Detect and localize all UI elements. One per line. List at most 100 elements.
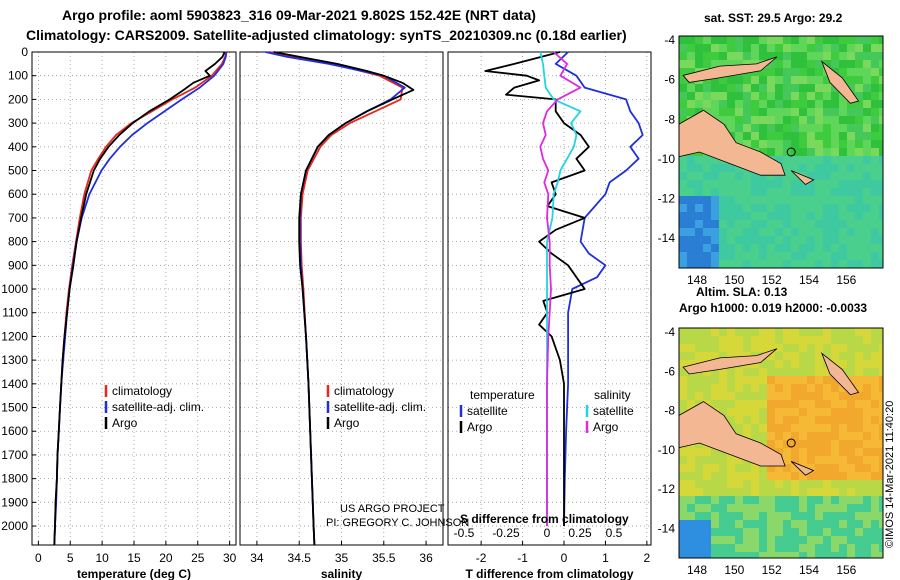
map-cell	[871, 36, 879, 44]
map-cell	[815, 328, 823, 336]
map-cell	[727, 408, 735, 416]
map-cell	[695, 448, 703, 456]
map-cell	[799, 220, 807, 228]
map-cell	[735, 376, 743, 384]
map-cell	[847, 448, 855, 456]
map-cell	[759, 36, 767, 44]
map-cell	[775, 424, 783, 432]
map-cell	[863, 236, 871, 244]
map-cell	[735, 60, 743, 68]
map-cell	[687, 204, 695, 212]
map-cell	[679, 164, 687, 172]
map-cell	[687, 392, 695, 400]
x-tick-label: 15	[127, 551, 141, 565]
map-cell	[799, 440, 807, 448]
map-cell	[807, 504, 815, 512]
map-cell	[815, 488, 823, 496]
map-cell	[727, 220, 735, 228]
map-cell	[831, 416, 839, 424]
map-cell	[783, 432, 791, 440]
map-cell	[751, 488, 759, 496]
map-cell	[783, 44, 791, 52]
map-cell	[759, 260, 767, 268]
map-cell	[879, 544, 883, 552]
map-cell	[783, 400, 791, 408]
map-cell	[855, 368, 863, 376]
map-cell	[847, 60, 855, 68]
x-tick-label: 5	[67, 551, 74, 565]
map-cell	[879, 196, 883, 204]
map-cell	[807, 188, 815, 196]
map-cell	[679, 528, 687, 536]
map-cell	[783, 140, 791, 148]
map-cell	[871, 132, 879, 140]
map-cell	[847, 52, 855, 60]
map-cell	[679, 496, 687, 504]
map-cell	[879, 236, 883, 244]
map-cell	[799, 76, 807, 84]
map-cell	[719, 544, 727, 552]
map-cell	[695, 92, 703, 100]
map-cell	[839, 172, 847, 180]
map-cell	[711, 100, 719, 108]
map-cell	[799, 196, 807, 204]
map-cell	[807, 440, 815, 448]
map-cell	[831, 472, 839, 480]
map-cell	[807, 352, 815, 360]
map-cell	[871, 228, 879, 236]
map-cell	[847, 36, 855, 44]
map-cell	[767, 368, 775, 376]
map-cell	[855, 328, 863, 336]
map-cell	[863, 252, 871, 260]
map-cell	[799, 180, 807, 188]
map-cell	[687, 520, 695, 528]
map-cell	[759, 392, 767, 400]
map-cell	[703, 180, 711, 188]
map-cell	[687, 384, 695, 392]
map-cell	[831, 132, 839, 140]
lon-tick-label: 150	[724, 273, 744, 287]
x-axis-label: T difference from climatology	[465, 567, 633, 580]
map-cell	[855, 464, 863, 472]
map-cell	[815, 116, 823, 124]
map-cell	[879, 76, 883, 84]
map-cell	[831, 172, 839, 180]
map-cell	[831, 156, 839, 164]
map-cell	[695, 260, 703, 268]
map-cell	[823, 536, 831, 544]
map-cell	[871, 400, 879, 408]
y-tick-label: 500	[8, 164, 28, 178]
map-cell	[743, 384, 751, 392]
map-cell	[775, 328, 783, 336]
map-cell	[799, 84, 807, 92]
argo-location-marker	[786, 438, 796, 448]
map-cell	[839, 148, 847, 156]
map-cell	[791, 76, 799, 84]
map-cell	[871, 100, 879, 108]
map-cell	[711, 512, 719, 520]
map-cell	[711, 196, 719, 204]
map-cell	[847, 480, 855, 488]
map-cell	[831, 252, 839, 260]
map-cell	[759, 76, 767, 84]
map-cell	[743, 36, 751, 44]
map-cell	[735, 52, 743, 60]
map-cell	[759, 212, 767, 220]
map-cell	[871, 92, 879, 100]
map-cell	[831, 228, 839, 236]
map-cell	[855, 156, 863, 164]
y-tick-label: 2000	[1, 519, 28, 533]
map-cell	[839, 220, 847, 228]
map-cell	[735, 480, 743, 488]
map-cell	[751, 84, 759, 92]
map-cell	[847, 552, 855, 558]
map-cell	[831, 180, 839, 188]
map-cell	[855, 352, 863, 360]
map-cell	[767, 212, 775, 220]
map-cell	[751, 528, 759, 536]
map-cell	[815, 148, 823, 156]
map-cell	[735, 44, 743, 52]
map-cell	[759, 52, 767, 60]
map-cell	[775, 544, 783, 552]
map-cell	[863, 552, 871, 558]
